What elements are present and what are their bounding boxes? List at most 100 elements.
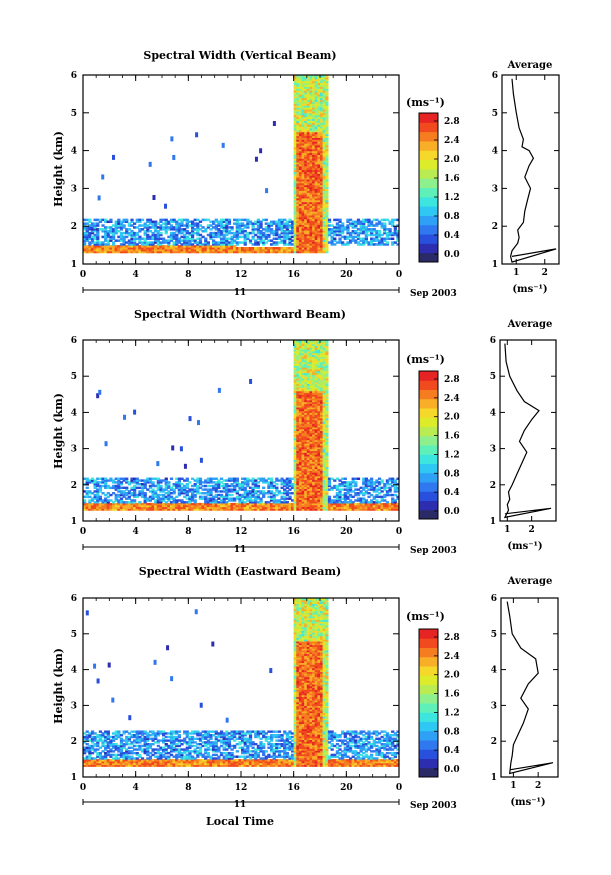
heatmap-cell: [325, 441, 329, 444]
heatmap-cell: [83, 218, 87, 222]
heatmap-cell: [320, 495, 324, 499]
heatmap-cell: [317, 425, 321, 428]
heatmap-cell: [283, 239, 287, 242]
heatmap-cell: [183, 506, 187, 509]
heatmap-cell: [322, 188, 326, 191]
heatmap-cell: [312, 341, 316, 345]
heatmap-cell: [101, 484, 105, 488]
heatmap-cell: [391, 237, 395, 241]
heatmap-cell: [304, 126, 308, 129]
heatmap-cell: [317, 248, 321, 252]
heatmap-cell: [85, 502, 89, 506]
heatmap-cell: [325, 463, 329, 466]
heatmap-cell: [335, 484, 340, 488]
heatmap-cell: [306, 99, 311, 103]
heatmap-cell: [114, 248, 118, 252]
heatmap-cell: [306, 464, 311, 468]
heatmap-cell: [320, 356, 324, 359]
heatmap-cell: [93, 486, 97, 490]
heatmap-cell: [322, 78, 326, 82]
heatmap-cell: [175, 233, 179, 237]
heatmap-cell: [248, 508, 253, 511]
heatmap-cell: [383, 224, 387, 227]
heatmap-cell: [222, 243, 226, 246]
heatmap-cell: [383, 243, 387, 246]
heatmap-cell: [333, 508, 337, 511]
heatmap-cell: [301, 120, 305, 123]
heatmap-cell: [354, 229, 358, 233]
heatmap-cell: [312, 107, 316, 110]
heatmap-cell: [214, 218, 218, 222]
heatmap-cell: [304, 229, 308, 233]
heatmap-cell: [275, 502, 279, 506]
heatmap-cell: [325, 246, 329, 250]
heatmap-cell: [143, 501, 147, 504]
heatmap-cell: [325, 425, 329, 428]
heatmap-cell: [298, 354, 303, 357]
heatmap-cell: [148, 246, 153, 250]
heatmap-cell: [177, 504, 182, 508]
heatmap-cell: [277, 501, 282, 504]
heatmap-cell: [267, 248, 271, 252]
heatmap-cell: [269, 499, 274, 502]
heatmap-cell: [241, 482, 245, 486]
heatmap-cell: [225, 220, 229, 224]
heatmap-cell: [312, 388, 316, 392]
heatmap-cell: [301, 499, 305, 502]
heatmap-cell: [269, 224, 274, 227]
heatmap-cell: [322, 135, 326, 138]
heatmap-cell: [322, 194, 326, 197]
heatmap-cell: [312, 345, 316, 348]
heatmap-cell: [288, 235, 292, 239]
heatmap-cell: [280, 241, 284, 244]
heatmap-cell: [309, 412, 313, 415]
heatmap-cell: [291, 506, 295, 509]
heatmap-cell: [296, 492, 300, 495]
heatmap-cell: [96, 218, 100, 222]
heatmap-cell: [301, 180, 305, 184]
heatmap-cell: [296, 428, 300, 432]
heatmap-cell: [241, 502, 245, 506]
heatmap-cell: [338, 226, 342, 229]
heatmap-cell: [88, 479, 92, 482]
heatmap-cell: [235, 220, 239, 224]
heatmap-cell: [277, 502, 282, 506]
heatmap-cell: [298, 374, 303, 377]
heatmap-cell: [320, 110, 324, 114]
heatmap-cell: [96, 239, 100, 242]
heatmap-cell: [322, 446, 326, 450]
heatmap-cell: [320, 361, 324, 365]
heatmap-cell: [370, 237, 374, 241]
heatmap-cell: [296, 95, 300, 99]
heatmap-cell: [306, 237, 311, 241]
heatmap-cell: [262, 479, 266, 482]
heatmap-cell: [330, 229, 334, 233]
heatmap-cell: [293, 378, 297, 381]
heatmap-cell: [109, 248, 113, 252]
heatmap-cell: [96, 488, 100, 491]
heatmap-cell: [96, 233, 100, 237]
heatmap-cell: [188, 488, 192, 491]
heatmap-cell: [296, 472, 300, 475]
heatmap-cell: [96, 245, 100, 248]
heatmap-cell: [296, 220, 300, 224]
heatmap-cell: [217, 502, 221, 506]
heatmap-cell: [312, 152, 316, 155]
heatmap-cell: [304, 397, 308, 401]
heatmap-cell: [325, 363, 329, 366]
heatmap-cell: [325, 504, 329, 508]
heatmap-cell: [364, 233, 368, 237]
heatmap-cell: [320, 163, 324, 167]
heatmap-cell: [140, 490, 145, 493]
heatmap-cell: [130, 218, 134, 222]
heatmap-cell: [227, 243, 232, 246]
heatmap-cell: [143, 243, 147, 246]
heatmap-cell: [296, 163, 300, 167]
heatmap-cell: [312, 233, 316, 237]
heatmap-cell: [193, 224, 197, 227]
heatmap-cell: [383, 229, 387, 233]
heatmap-cell: [325, 434, 329, 437]
heatmap-cell: [317, 209, 321, 212]
heatmap-cell: [370, 233, 374, 237]
heatmap-cell: [185, 231, 189, 235]
